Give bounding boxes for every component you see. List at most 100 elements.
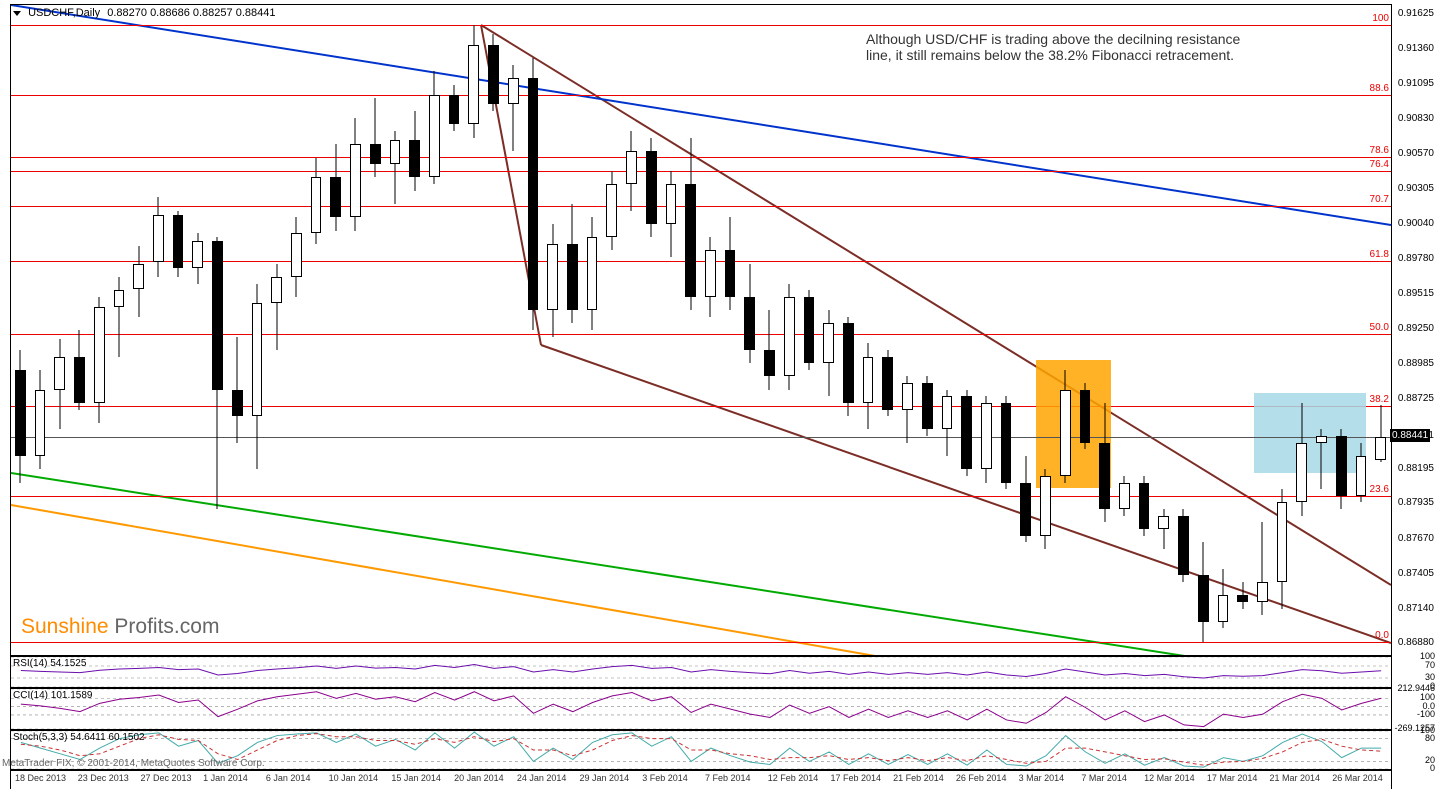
date-tick: 21 Feb 2014 <box>893 773 944 783</box>
candle <box>35 5 46 655</box>
candle <box>232 5 243 655</box>
price-tick: 0.89515 <box>1398 288 1434 299</box>
candle <box>705 5 716 655</box>
indicator-level: 70 <box>1425 660 1435 670</box>
candle <box>744 5 755 655</box>
price-tick: 0.90305 <box>1398 183 1434 194</box>
date-axis: 18 Dec 201323 Dec 201327 Dec 20131 Jan 2… <box>10 770 1392 789</box>
dropdown-icon[interactable] <box>13 11 21 16</box>
candle <box>981 5 992 655</box>
candle <box>74 5 85 655</box>
candle <box>902 5 913 655</box>
candle <box>1356 5 1367 655</box>
date-tick: 26 Mar 2014 <box>1332 773 1383 783</box>
date-tick: 6 Jan 2014 <box>266 773 311 783</box>
symbol-label: USDCHF,Daily <box>28 7 100 19</box>
candle <box>882 5 893 655</box>
candle <box>1336 5 1347 655</box>
candle <box>1001 5 1012 655</box>
candle <box>1375 5 1386 655</box>
candle <box>488 5 499 655</box>
chart-title: USDCHF,Daily 0.88270 0.88686 0.88257 0.8… <box>13 7 275 19</box>
date-tick: 15 Jan 2014 <box>391 773 441 783</box>
candle <box>528 5 539 655</box>
candle <box>567 5 578 655</box>
candle <box>1198 5 1209 655</box>
date-tick: 17 Feb 2014 <box>830 773 881 783</box>
price-panel[interactable]: USDCHF,Daily 0.88270 0.88686 0.88257 0.8… <box>10 4 1392 656</box>
price-tick: 0.87935 <box>1398 497 1434 508</box>
ohlc-label: 0.88270 0.88686 0.88257 0.88441 <box>107 7 275 19</box>
price-tick: 0.87140 <box>1398 603 1434 614</box>
candle <box>1158 5 1169 655</box>
date-tick: 10 Jan 2014 <box>329 773 379 783</box>
date-tick: 7 Feb 2014 <box>705 773 751 783</box>
candle <box>1178 5 1189 655</box>
date-tick: 21 Mar 2014 <box>1270 773 1321 783</box>
candle <box>784 5 795 655</box>
date-tick: 7 Mar 2014 <box>1081 773 1127 783</box>
price-tick: 0.91360 <box>1398 43 1434 54</box>
candle <box>1060 5 1071 655</box>
candle <box>1316 5 1327 655</box>
price-tick: 0.87670 <box>1398 533 1434 544</box>
candle <box>942 5 953 655</box>
candle <box>666 5 677 655</box>
candle <box>587 5 598 655</box>
price-tick: 0.90830 <box>1398 113 1434 124</box>
rsi-panel[interactable]: RSI(14) 54.1525 10070300 <box>10 656 1392 688</box>
price-tick: 0.90040 <box>1398 218 1434 229</box>
candle <box>1237 5 1248 655</box>
rsi-label: RSI(14) 54.1525 <box>13 658 86 669</box>
candle <box>212 5 223 655</box>
candle <box>1099 5 1110 655</box>
stoch-label: Stoch(5,3,3) 54.6411 60.1502 <box>13 732 145 743</box>
candle <box>626 5 637 655</box>
candle <box>449 5 460 655</box>
candle <box>291 5 302 655</box>
candle <box>350 5 361 655</box>
price-tick: 0.88725 <box>1398 393 1434 404</box>
candle <box>409 5 420 655</box>
highlight-box <box>1254 393 1366 473</box>
indicator-level: 20 <box>1425 755 1435 765</box>
price-tick: 0.88985 <box>1398 358 1434 369</box>
date-tick: 24 Jan 2014 <box>517 773 567 783</box>
candle <box>823 5 834 655</box>
candle <box>1277 5 1288 655</box>
current-price-tag: 0.88441 <box>1390 429 1430 442</box>
date-tick: 3 Mar 2014 <box>1019 773 1065 783</box>
candle <box>94 5 105 655</box>
candle <box>863 5 874 655</box>
date-tick: 3 Feb 2014 <box>642 773 688 783</box>
candle <box>1257 5 1268 655</box>
price-tick: 0.88195 <box>1398 463 1434 474</box>
candle <box>54 5 65 655</box>
date-tick: 27 Dec 2013 <box>140 773 191 783</box>
price-tick: 0.87405 <box>1398 568 1434 579</box>
candle <box>1020 5 1031 655</box>
candle <box>1119 5 1130 655</box>
cci-label: CCI(14) 101.1589 <box>13 690 93 701</box>
candle <box>508 5 519 655</box>
price-tick: 0.89780 <box>1398 253 1434 264</box>
date-tick: 17 Mar 2014 <box>1207 773 1258 783</box>
candle <box>547 5 558 655</box>
price-tick: 0.86880 <box>1398 637 1434 648</box>
candle <box>390 5 401 655</box>
candle <box>804 5 815 655</box>
candle <box>468 5 479 655</box>
candle <box>646 5 657 655</box>
date-tick: 29 Jan 2014 <box>580 773 630 783</box>
indicator-level: -100 <box>1417 709 1435 719</box>
rsi-plot <box>11 657 1391 687</box>
date-tick: 1 Jan 2014 <box>203 773 248 783</box>
cci-panel[interactable]: CCI(14) 101.1589 212.94461000.0-100-269.… <box>10 688 1392 730</box>
candle <box>114 5 125 655</box>
date-tick: 26 Feb 2014 <box>956 773 1007 783</box>
candle <box>1218 5 1229 655</box>
candle <box>1080 5 1091 655</box>
price-tick: 0.89250 <box>1398 323 1434 334</box>
copyright: MetaTrader FIX, © 2001-2014, MetaQuotes … <box>2 758 265 769</box>
candle <box>606 5 617 655</box>
